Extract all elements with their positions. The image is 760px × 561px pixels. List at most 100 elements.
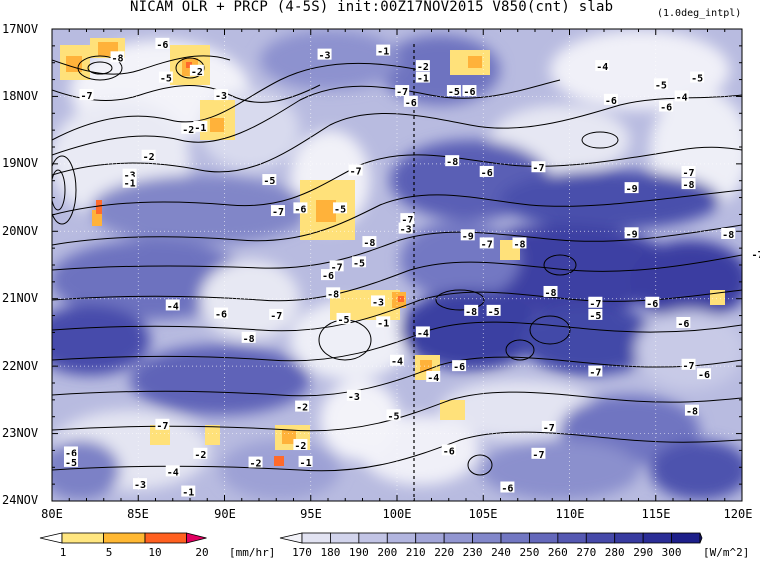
contour-label-bg: [214, 307, 229, 319]
contour-label: -6: [660, 103, 672, 114]
contour-label: -7: [401, 215, 413, 226]
contour-label-bg: [321, 269, 335, 281]
olr-colorbar-cell: [614, 532, 644, 544]
contour-label: -4: [596, 62, 608, 73]
contour-label: -4: [167, 301, 179, 312]
contour-label: -7: [543, 423, 555, 434]
contour-label-bg: [181, 485, 196, 497]
contour-label-bg: [141, 149, 156, 161]
contour-label: -6: [677, 319, 689, 330]
contour-label: -5: [589, 311, 601, 322]
contour-label: -7: [80, 91, 92, 102]
contour-label-bg: [293, 202, 308, 214]
x-tick-label: 100E: [382, 507, 412, 521]
olr-colorbar-cell: [443, 532, 473, 544]
contour-label-bg: [132, 478, 147, 490]
plot-title: NICAM OLR + PRCP (4-5S) init:00Z17NOV201…: [130, 0, 614, 15]
contour-label-bg: [543, 285, 558, 297]
contour-label: -8: [327, 289, 339, 300]
contour-label-bg: [110, 51, 125, 63]
precip-colorbar-arrow-high: [186, 532, 207, 544]
olr-colorbar-cell: [500, 532, 530, 544]
contour-label-bg: [690, 71, 705, 83]
contour-label: -7: [683, 168, 695, 179]
contour-label: -7: [272, 207, 284, 218]
contour-label: -7: [481, 239, 493, 250]
contour-label-bg: [462, 85, 477, 97]
contour-label-bg: [697, 368, 712, 380]
contour-label: -5: [65, 458, 77, 469]
contour-label-bg: [155, 418, 170, 430]
contour-label-bg: [181, 122, 196, 134]
x-tick-label: 120E: [723, 507, 753, 521]
contour-label-bg: [165, 299, 180, 311]
contour-label: -3: [124, 171, 136, 182]
contour-label: -1: [124, 179, 136, 190]
contour-label-bg: [395, 85, 410, 97]
contour-label: -4: [427, 373, 439, 384]
contour-label: -6: [453, 362, 465, 373]
contour-label-bg: [441, 444, 456, 456]
olr-shading: [52, 29, 742, 501]
precip-tick-label: 20: [195, 546, 209, 559]
contour-label-bg: [541, 420, 556, 432]
contour-label: -7: [532, 163, 544, 174]
contour-label-bg: [270, 205, 285, 217]
contour-label: -4: [391, 357, 403, 368]
contour-labels: -6-8-5-2-3-7-3 -1-2-1-7-6-5 -6-4-5-5-6 -4-6…: [63, 37, 760, 499]
contour-label: -8: [545, 288, 557, 299]
contour-label-bg: [464, 304, 479, 316]
contour-label: -6: [405, 98, 417, 109]
olr-colorbar-cell: [301, 532, 331, 544]
contour-label-bg: [158, 71, 173, 83]
y-tick-label: 17NOV: [2, 22, 39, 36]
olr-tick-label: 180: [320, 546, 341, 559]
contour-label-bg: [681, 358, 696, 370]
olr-colorbar-cell: [358, 532, 388, 544]
olr-colorbar-cell: [529, 532, 559, 544]
contour-label: -6: [215, 310, 227, 321]
contour-label: -7: [589, 368, 601, 379]
contour-label: -5: [388, 411, 400, 422]
contour-label-bg: [684, 404, 699, 416]
contour-label: -7: [156, 421, 168, 432]
contour-label-bg: [193, 120, 208, 132]
olr-colorbar-cell: [671, 532, 701, 544]
olr-colorbar-cell: [642, 532, 672, 544]
olr-tick-label: 300: [661, 546, 682, 559]
contour-label-bg: [479, 237, 494, 249]
contour-label-bg: [352, 256, 367, 268]
olr-colorbar-cell: [330, 532, 360, 544]
contour-label-bg: [189, 64, 204, 76]
x-tick-label: 115E: [641, 507, 671, 521]
contour-label-bg: [750, 248, 760, 260]
contour-label-bg: [317, 48, 332, 60]
contour-label: -6: [698, 370, 710, 381]
contour-label: -1: [194, 123, 206, 134]
contour-label-bg: [79, 89, 94, 101]
contour-label: -8: [112, 53, 124, 64]
contour-label: -8: [363, 238, 375, 249]
contour-label-bg: [63, 455, 78, 467]
contour-label: -8: [683, 180, 695, 191]
contour-label: -2: [143, 152, 155, 163]
contour-label: -1: [300, 458, 312, 469]
contour-label-bg: [460, 229, 475, 241]
contour-label-bg: [512, 237, 527, 249]
contour-label: -8: [243, 334, 255, 345]
axis-ticks: [51, 28, 743, 502]
contour-label: -8: [513, 239, 525, 250]
contour-label-bg: [248, 456, 263, 468]
gridlines: [52, 29, 742, 501]
contour-label-bg: [588, 308, 603, 320]
contour-label: -8: [722, 230, 734, 241]
contour-label-bg: [400, 213, 415, 225]
contour-label: -6: [463, 87, 475, 98]
contour-label: -4: [167, 467, 179, 478]
contour-label-bg: [386, 409, 401, 421]
contour-label-bg: [681, 165, 696, 177]
contour-label: -2: [250, 459, 262, 470]
contour-label-bg: [603, 93, 618, 105]
y-tick-label: 18NOV: [2, 89, 39, 103]
contour-label-bg: [193, 447, 208, 459]
